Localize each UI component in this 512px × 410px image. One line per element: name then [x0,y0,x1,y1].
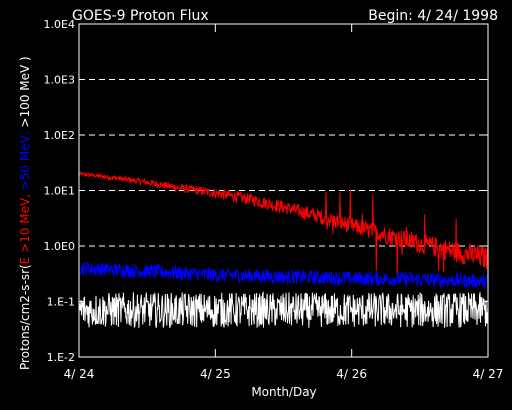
y-tick-label: 1.0E1 [44,185,75,198]
y-axis-label: Protons/cm2-s-sr(E >10 MeV, >50 MeV, >10… [18,56,32,370]
grid-lines [79,79,488,247]
x-tick-label: 4/ 26 [336,367,367,381]
series-line-e50 [78,262,489,289]
y-tick-label: 1.0E4 [44,18,75,31]
chart-subtitle: Begin: 4/ 24/ 1998 [368,8,498,24]
series-line-e100 [78,290,489,328]
y-tick-label: 1.0E0 [44,240,75,253]
y-tick-label: 1.E-2 [47,351,75,364]
y-axis-label-e50: >50 MeV, [18,131,32,194]
series-line-e10 [78,171,489,276]
y-tick-label: 1.E-1 [47,296,75,309]
y-tick-label: 1.0E3 [44,74,75,87]
y-axis-label-prefix: Protons/cm2-s-sr( [18,264,32,370]
y-ticks: 1.0E4 1.0E3 1.0E2 1.0E1 1.0E0 1.E-1 1.E-2 [44,18,488,364]
y-tick-label: 1.0E2 [44,129,75,142]
chart-title: GOES-9 Proton Flux [72,8,209,24]
x-tick-label: 4/ 27 [473,367,504,381]
y-axis-label-e100: >100 MeV ) [18,56,32,131]
y-axis-label-e10: E >10 MeV, [18,194,32,264]
x-ticks: 4/ 24 4/ 25 4/ 26 4/ 27 [64,24,504,381]
series-group [78,171,489,328]
x-tick-label: 4/ 24 [64,367,95,381]
x-axis-label: Month/Day [251,385,316,399]
x-tick-label: 4/ 25 [200,367,231,381]
